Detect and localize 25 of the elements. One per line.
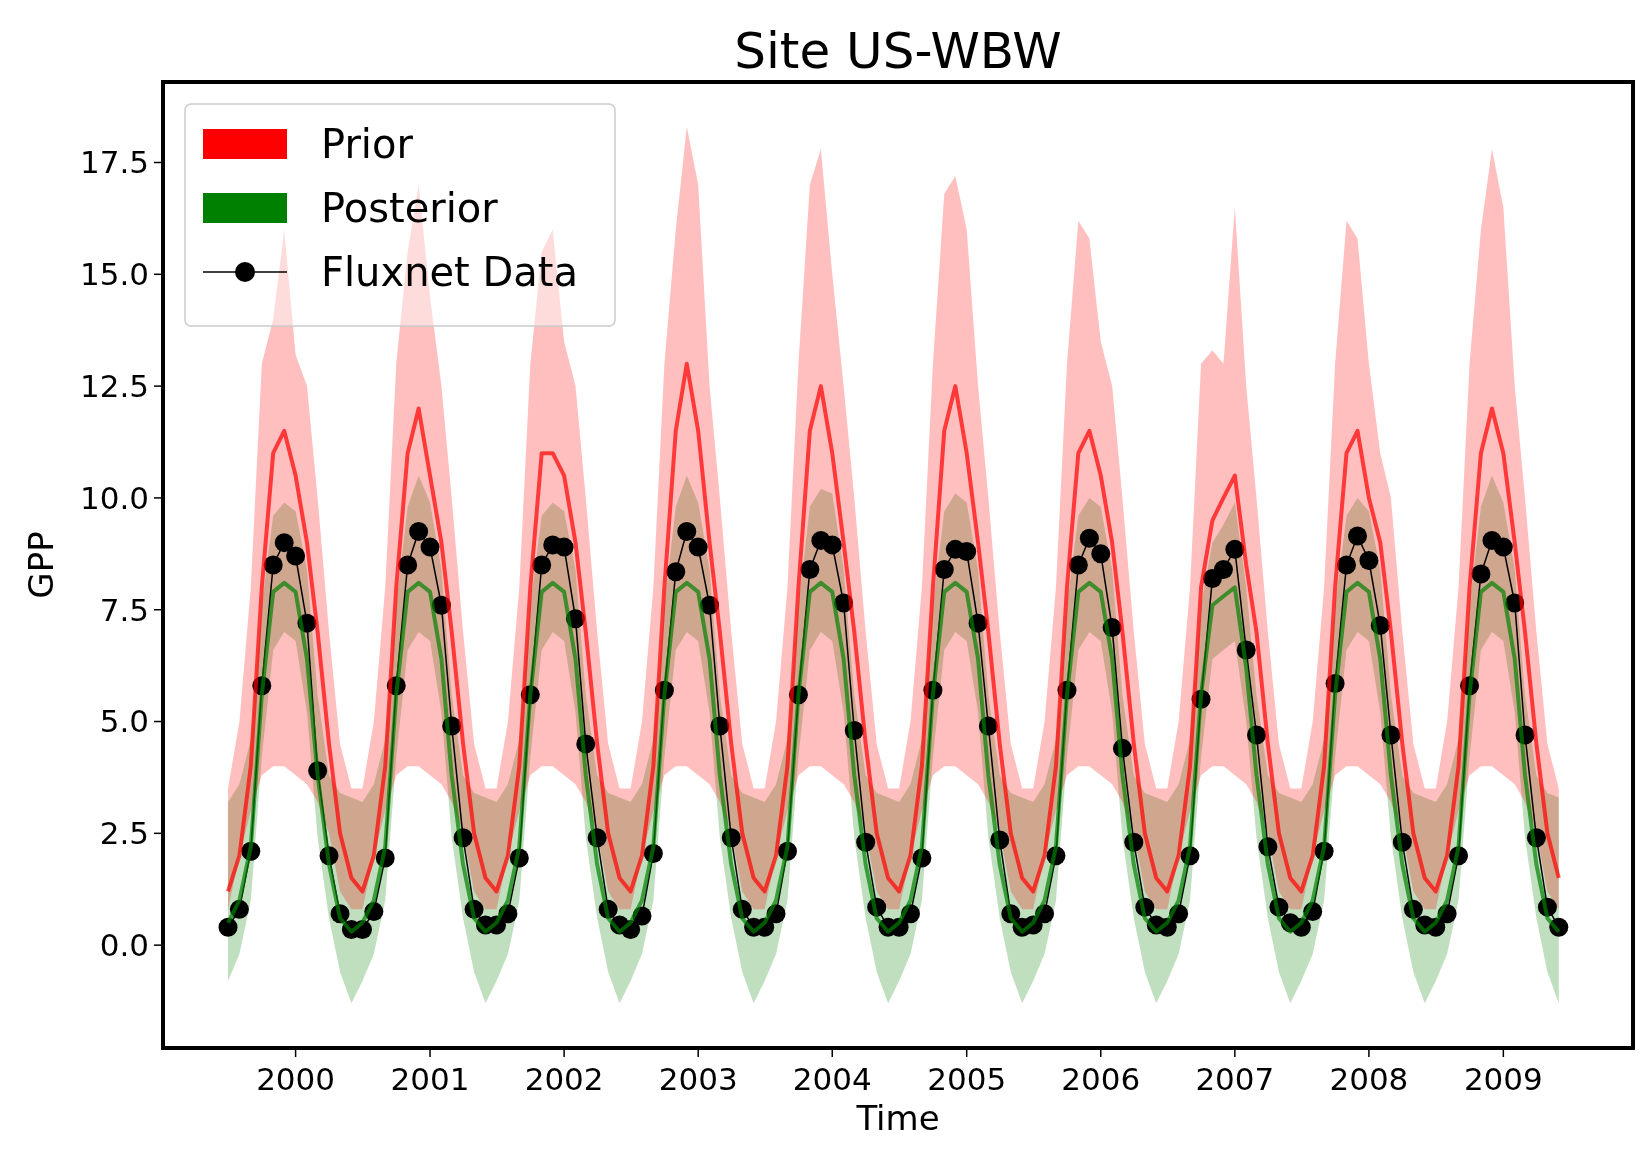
chart-title: Site US-WBW bbox=[734, 22, 1062, 80]
legend-label: Posterior bbox=[321, 185, 499, 231]
x-tick-label: 2005 bbox=[927, 1061, 1007, 1097]
line-series bbox=[226, 361, 1561, 894]
y-tick-label: 12.5 bbox=[79, 367, 149, 404]
legend-label: Fluxnet Data bbox=[321, 249, 579, 295]
x-tick-label: 2006 bbox=[1061, 1061, 1141, 1097]
y-tick-label: 15.0 bbox=[79, 256, 149, 293]
x-tick-label: 2007 bbox=[1195, 1061, 1275, 1097]
x-tick-label: 2000 bbox=[256, 1061, 336, 1097]
y-tick-label: 10.0 bbox=[79, 479, 149, 516]
y-tick-label: 17.5 bbox=[79, 144, 149, 181]
x-tick-label: 2004 bbox=[792, 1061, 872, 1097]
y-tick-label: 7.5 bbox=[99, 591, 149, 628]
x-tick-label: 2009 bbox=[1463, 1061, 1543, 1097]
y-tick-label: 0.0 bbox=[99, 926, 149, 963]
y-axis-title: GPP bbox=[21, 531, 61, 599]
legend-label: Prior bbox=[321, 121, 414, 167]
x-tick-label: 2003 bbox=[658, 1061, 738, 1097]
y-tick-label: 5.0 bbox=[99, 703, 149, 740]
x-axis-title: Time bbox=[855, 1098, 940, 1138]
y-tick-label: 2.5 bbox=[99, 815, 149, 852]
x-tick-label: 2002 bbox=[524, 1061, 604, 1097]
x-tick-label: 2001 bbox=[390, 1061, 470, 1097]
x-tick-label: 2008 bbox=[1329, 1061, 1409, 1097]
